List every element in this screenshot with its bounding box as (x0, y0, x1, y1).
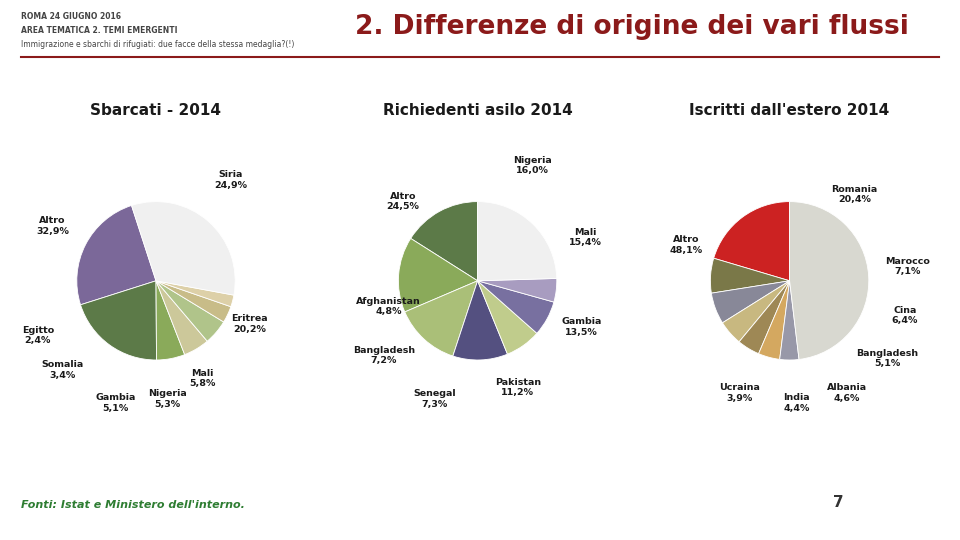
Text: Altro
48,1%: Altro 48,1% (669, 235, 703, 254)
Text: Immigrazione e sbarchi di rifugiati: due facce della stessa medaglia?(!): Immigrazione e sbarchi di rifugiati: due… (21, 40, 295, 49)
Text: Mali
5,8%: Mali 5,8% (189, 369, 215, 388)
Text: India
4,4%: India 4,4% (783, 394, 810, 413)
Text: Altro
32,9%: Altro 32,9% (36, 217, 69, 236)
Wedge shape (156, 281, 230, 322)
Wedge shape (723, 281, 789, 342)
Title: Richiedenti asilo 2014: Richiedenti asilo 2014 (383, 103, 572, 118)
Text: Gambia
5,1%: Gambia 5,1% (95, 394, 136, 413)
Title: Sbarcati - 2014: Sbarcati - 2014 (90, 103, 222, 118)
Wedge shape (156, 281, 184, 360)
Title: Iscritti dall'estero 2014: Iscritti dall'estero 2014 (689, 103, 890, 118)
Text: Senegal
7,3%: Senegal 7,3% (413, 389, 456, 409)
Wedge shape (477, 201, 557, 281)
Text: Gambia
13,5%: Gambia 13,5% (561, 317, 602, 336)
Wedge shape (81, 281, 156, 360)
Text: Altro
24,5%: Altro 24,5% (386, 192, 420, 211)
Wedge shape (156, 281, 224, 341)
Text: 7: 7 (833, 495, 844, 510)
Wedge shape (453, 281, 508, 360)
Wedge shape (478, 281, 554, 333)
Text: Mali
15,4%: Mali 15,4% (569, 228, 602, 247)
Wedge shape (710, 258, 789, 293)
Wedge shape (156, 281, 207, 355)
Text: Cina
6,4%: Cina 6,4% (892, 306, 918, 325)
Text: Nigeria
16,0%: Nigeria 16,0% (513, 156, 552, 176)
Text: Ucraina
3,9%: Ucraina 3,9% (719, 383, 759, 403)
Wedge shape (711, 281, 789, 323)
Text: AREA TEMATICA 2. TEMI EMERGENTI: AREA TEMATICA 2. TEMI EMERGENTI (21, 26, 178, 35)
Text: Fonti: Istat e Ministero dell'interno.: Fonti: Istat e Ministero dell'interno. (21, 500, 245, 510)
Wedge shape (156, 281, 234, 307)
Wedge shape (713, 201, 789, 281)
Text: Egitto
2,4%: Egitto 2,4% (22, 326, 54, 345)
Text: Somalia
3,4%: Somalia 3,4% (41, 360, 84, 380)
Text: Albania
4,6%: Albania 4,6% (828, 383, 867, 403)
Text: Marocco
7,1%: Marocco 7,1% (885, 256, 930, 276)
Text: Bangladesh
5,1%: Bangladesh 5,1% (856, 349, 919, 368)
Text: Siria
24,9%: Siria 24,9% (214, 170, 248, 190)
Wedge shape (478, 281, 537, 354)
Text: 2. Differenze di origine dei vari flussi: 2. Differenze di origine dei vari flussi (355, 14, 909, 39)
Wedge shape (739, 281, 789, 354)
Text: ROMA 24 GIUGNO 2016: ROMA 24 GIUGNO 2016 (21, 12, 121, 21)
Wedge shape (478, 279, 557, 302)
Wedge shape (411, 201, 478, 281)
Text: Pakistan
11,2%: Pakistan 11,2% (494, 377, 541, 397)
Wedge shape (77, 206, 156, 305)
Text: Afghanistan
4,8%: Afghanistan 4,8% (356, 297, 420, 316)
Text: Nigeria
5,3%: Nigeria 5,3% (148, 389, 187, 409)
Wedge shape (405, 281, 478, 356)
Wedge shape (789, 201, 869, 360)
Text: Eritrea
20,2%: Eritrea 20,2% (231, 314, 268, 334)
Text: Romania
20,4%: Romania 20,4% (831, 185, 877, 204)
Wedge shape (132, 201, 235, 295)
Wedge shape (758, 281, 789, 360)
Wedge shape (780, 281, 799, 360)
Wedge shape (398, 239, 478, 312)
Text: Bangladesh
7,2%: Bangladesh 7,2% (353, 346, 415, 366)
